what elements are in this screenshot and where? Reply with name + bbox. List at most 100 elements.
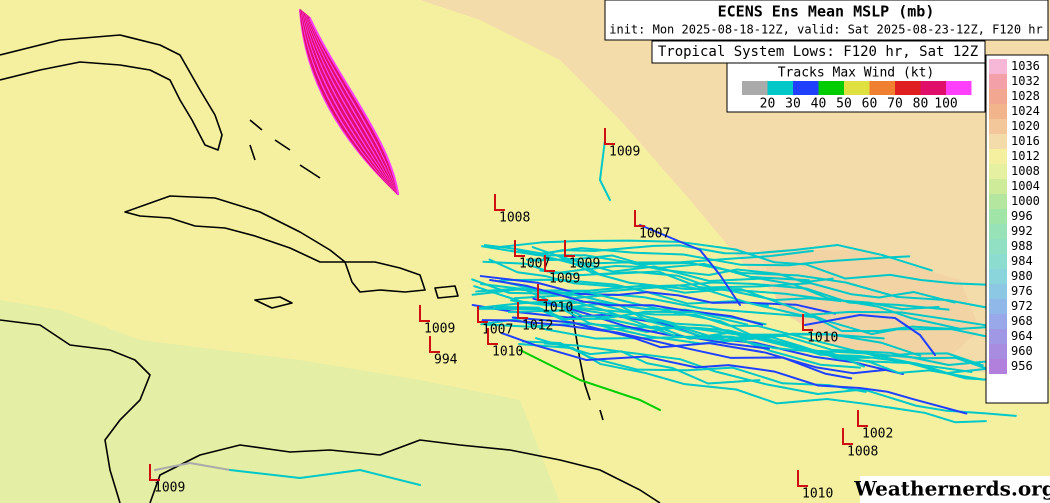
puerto-rico	[434, 285, 459, 299]
hispaniola	[344, 261, 426, 293]
pressure-swatch	[989, 104, 1007, 119]
wind-label: 50	[836, 97, 852, 112]
storm-track	[511, 316, 887, 375]
storm-track	[555, 254, 961, 330]
low-marker	[842, 428, 853, 445]
wind-label: 30	[785, 97, 801, 112]
low-label: 994	[434, 353, 458, 368]
south-america	[149, 439, 661, 503]
pressure-label: 1024	[1011, 104, 1040, 118]
pressure-swatch	[989, 149, 1007, 164]
pressure-swatch	[989, 329, 1007, 344]
storm-track	[489, 279, 764, 326]
pressure-swatch	[989, 119, 1007, 134]
wind-label: 80	[913, 97, 929, 112]
storm-track	[525, 254, 1005, 312]
wind-label: 40	[811, 97, 827, 112]
storm-track	[639, 224, 741, 306]
low-label: 1010	[492, 345, 523, 360]
pressure-label: 1000	[1011, 194, 1040, 208]
pressure-label: 1032	[1011, 74, 1040, 88]
pressure-swatch	[989, 284, 1007, 299]
storm-track	[531, 246, 1034, 336]
low-label: 1008	[499, 211, 530, 226]
wind-label: 70	[887, 97, 903, 112]
wind-swatch	[869, 81, 895, 95]
low-marker	[494, 194, 505, 211]
storm-track	[495, 305, 885, 340]
pressure-swatch	[989, 164, 1007, 179]
storm-track	[497, 239, 1025, 287]
low-label: 1009	[609, 145, 640, 160]
low-label: 1010	[807, 331, 838, 346]
pressure-swatch	[989, 269, 1007, 284]
pressure-label: 992	[1011, 224, 1033, 238]
pressure-label: 996	[1011, 209, 1033, 223]
lows-title: Tropical System Lows: F120 hr, Sat 12Z	[658, 44, 978, 60]
wind-swatch	[767, 81, 793, 95]
storm-track	[481, 319, 853, 380]
storm-track	[548, 307, 992, 381]
pressure-label: 1004	[1011, 179, 1040, 193]
low-label: 1002	[862, 427, 893, 442]
low-marker	[564, 240, 575, 257]
low-marker	[634, 210, 645, 227]
pressure-swatch	[989, 209, 1007, 224]
storm-track	[479, 275, 837, 315]
wind-label: 100	[934, 97, 957, 112]
low-marker	[517, 302, 528, 319]
cuba	[124, 195, 346, 263]
title-box: ECENS Ens Mean MSLP (mb) init: Mon 2025-…	[604, 0, 1049, 41]
pressure-swatch	[989, 359, 1007, 374]
low-label: 1009	[549, 272, 580, 287]
low-label: 1010	[542, 301, 573, 316]
pressure-label: 964	[1011, 329, 1033, 343]
wind-swatch	[742, 81, 768, 95]
wind-legend-title: Tracks Max Wind (kt)	[778, 66, 935, 81]
title: ECENS Ens Mean MSLP (mb)	[718, 3, 935, 21]
lesser-antilles	[569, 299, 604, 421]
storm-track	[488, 258, 1019, 332]
pressure-swatch	[989, 239, 1007, 254]
storm-track	[309, 17, 399, 195]
low-marker	[537, 284, 548, 301]
low-marker	[477, 306, 488, 323]
low-label: 1009	[569, 257, 600, 272]
pressure-swatch	[989, 314, 1007, 329]
pressure-swatch	[989, 194, 1007, 209]
wind-swatch	[946, 81, 972, 95]
coastlines	[0, 34, 661, 503]
pressure-swatch	[989, 179, 1007, 194]
jamaica	[254, 296, 293, 309]
wind-swatch	[818, 81, 844, 95]
pressure-area	[0, 300, 560, 503]
tracks	[154, 9, 1034, 486]
pressure-label: 968	[1011, 314, 1033, 328]
pressure-label: 980	[1011, 269, 1033, 283]
pressure-colorbar: 1036103210281024102010161012100810041000…	[985, 54, 1049, 404]
low-marker	[419, 305, 430, 322]
low-label: 1007	[519, 257, 550, 272]
wind-legend: Tracks Max Wind (kt) 20 30 40 50 60 70 80 100	[726, 62, 986, 113]
florida	[0, 34, 223, 151]
storm-track	[532, 297, 770, 350]
low-marker	[514, 240, 525, 257]
storm-track	[804, 314, 936, 356]
pressure-label: 1012	[1011, 149, 1040, 163]
watermark-bg	[860, 476, 1050, 503]
storm-track	[229, 469, 421, 486]
pressure-label: 1020	[1011, 119, 1040, 133]
storm-track	[481, 244, 933, 272]
pressure-label: 988	[1011, 239, 1033, 253]
pressure-swatch	[989, 134, 1007, 149]
low-marker	[149, 464, 160, 481]
storm-track	[475, 287, 749, 326]
pressure-swatch	[989, 224, 1007, 239]
pressure-swatch	[989, 59, 1007, 74]
pressure-label: 976	[1011, 284, 1033, 298]
low-label: 1007	[639, 227, 670, 242]
pressure-swatch	[989, 89, 1007, 104]
low-marker	[802, 314, 813, 331]
pressure-swatch	[989, 254, 1007, 269]
low-label: 1009	[424, 322, 455, 337]
